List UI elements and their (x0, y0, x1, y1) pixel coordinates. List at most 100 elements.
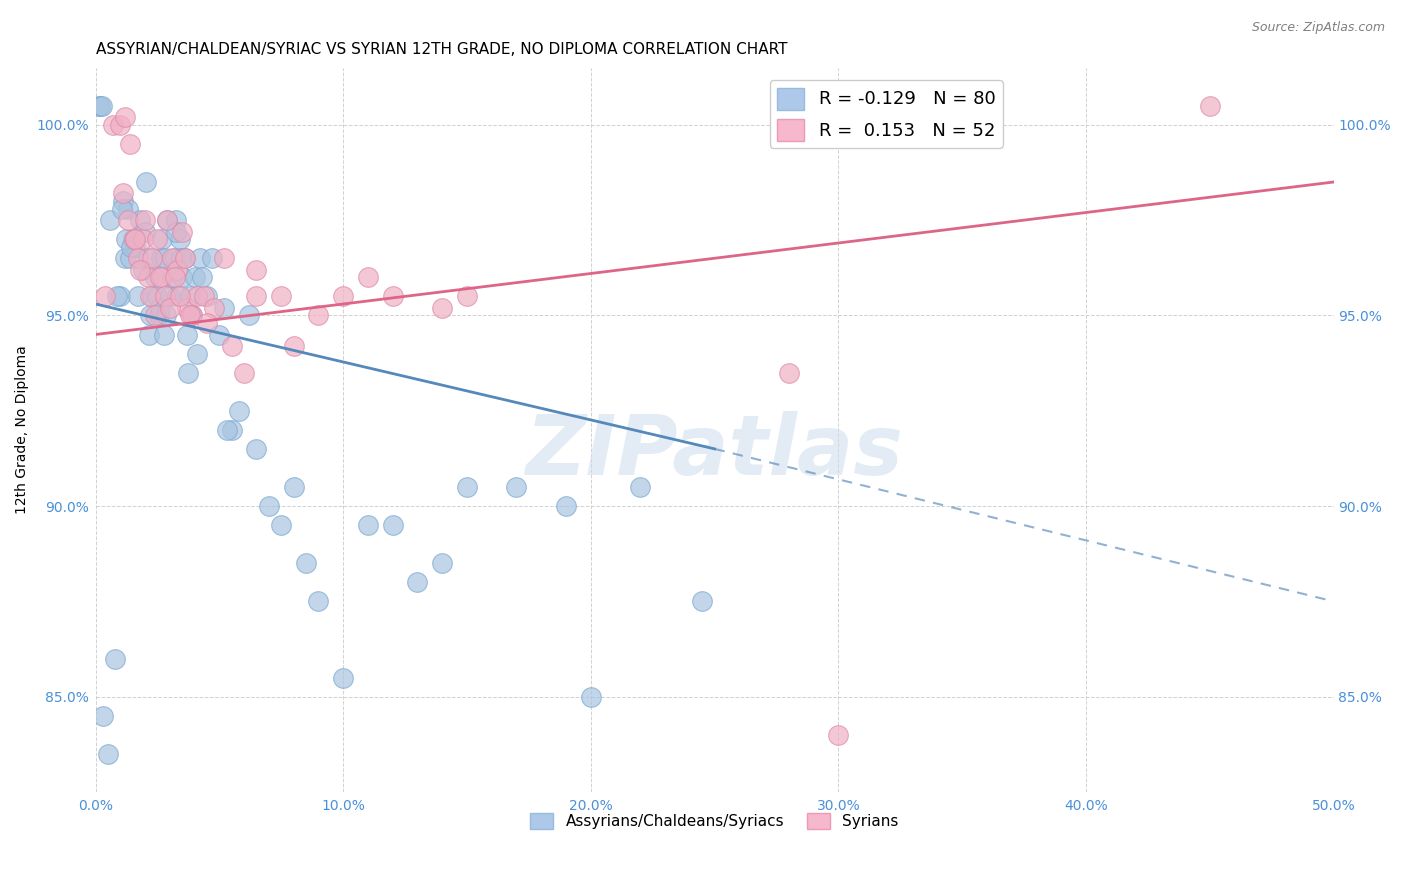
Point (124, 232, 146, 246)
Point (270, 289, 292, 303)
Point (214, 301, 236, 315)
Point (430, 301, 453, 315)
Point (156, 213, 179, 227)
Y-axis label: 12th Grade, No Diploma: 12th Grade, No Diploma (15, 345, 30, 514)
Point (186, 346, 208, 360)
Point (114, 110, 136, 124)
Point (456, 289, 478, 303)
Point (134, 213, 156, 227)
Point (155, 309, 177, 323)
Point (104, 651, 127, 665)
Point (148, 309, 170, 323)
Point (122, 232, 145, 246)
Point (169, 232, 191, 246)
Point (98, 213, 121, 227)
Point (233, 366, 256, 380)
Point (193, 289, 215, 303)
Point (778, 366, 800, 380)
Point (153, 289, 176, 303)
Point (163, 270, 186, 285)
Point (381, 289, 404, 303)
Point (163, 252, 186, 266)
Point (579, 690, 602, 704)
Point (136, 270, 159, 285)
Point (89, 99, 111, 113)
Point (110, 289, 132, 303)
Point (120, 252, 142, 266)
Point (117, 213, 139, 227)
Point (173, 252, 195, 266)
Point (214, 252, 236, 266)
Point (120, 240, 142, 254)
Point (307, 309, 329, 323)
Point (406, 575, 429, 590)
Point (191, 270, 214, 285)
Point (150, 252, 173, 266)
Point (159, 301, 181, 315)
Point (159, 289, 181, 303)
Point (202, 301, 225, 315)
Point (195, 316, 218, 330)
Point (127, 252, 149, 266)
Point (162, 252, 184, 266)
Point (172, 270, 194, 285)
Point (120, 136, 142, 151)
Point (97, 747, 120, 761)
Point (173, 252, 195, 266)
Point (179, 289, 201, 303)
Point (141, 252, 163, 266)
Point (179, 309, 201, 323)
Point (110, 118, 132, 132)
Point (283, 480, 305, 494)
Point (150, 232, 173, 246)
Point (111, 186, 134, 201)
Point (162, 270, 184, 285)
Point (208, 327, 231, 342)
Point (143, 270, 166, 285)
Point (183, 270, 205, 285)
Point (134, 225, 156, 239)
Point (215, 423, 238, 437)
Point (1198, 99, 1220, 113)
Point (90, 99, 112, 113)
Point (381, 518, 404, 533)
Point (124, 240, 146, 254)
Point (690, 594, 713, 608)
Point (91, 708, 114, 723)
Point (127, 289, 149, 303)
Point (139, 309, 162, 323)
Point (101, 118, 124, 132)
Point (332, 289, 354, 303)
Point (165, 225, 187, 239)
Point (238, 309, 260, 323)
Point (430, 556, 453, 570)
Point (186, 289, 208, 303)
Point (221, 423, 243, 437)
Point (245, 442, 267, 456)
Point (121, 232, 143, 246)
Point (195, 289, 218, 303)
Point (628, 480, 651, 494)
Point (141, 289, 163, 303)
Point (146, 232, 169, 246)
Point (177, 366, 200, 380)
Point (153, 252, 176, 266)
Point (169, 289, 191, 303)
Text: Source: ZipAtlas.com: Source: ZipAtlas.com (1251, 21, 1385, 34)
Point (152, 327, 174, 342)
Point (170, 252, 193, 266)
Point (110, 202, 132, 216)
Point (129, 213, 152, 227)
Point (555, 499, 578, 513)
Point (505, 480, 527, 494)
Point (165, 213, 187, 227)
Point (283, 339, 305, 353)
Point (357, 270, 380, 285)
Point (111, 194, 134, 208)
Point (89, 99, 111, 113)
Point (131, 232, 153, 246)
Point (181, 309, 204, 323)
Text: ZIPatlas: ZIPatlas (526, 411, 904, 492)
Legend: Assyrians/Chaldeans/Syriacs, Syrians: Assyrians/Chaldeans/Syriacs, Syrians (524, 807, 904, 835)
Point (245, 289, 267, 303)
